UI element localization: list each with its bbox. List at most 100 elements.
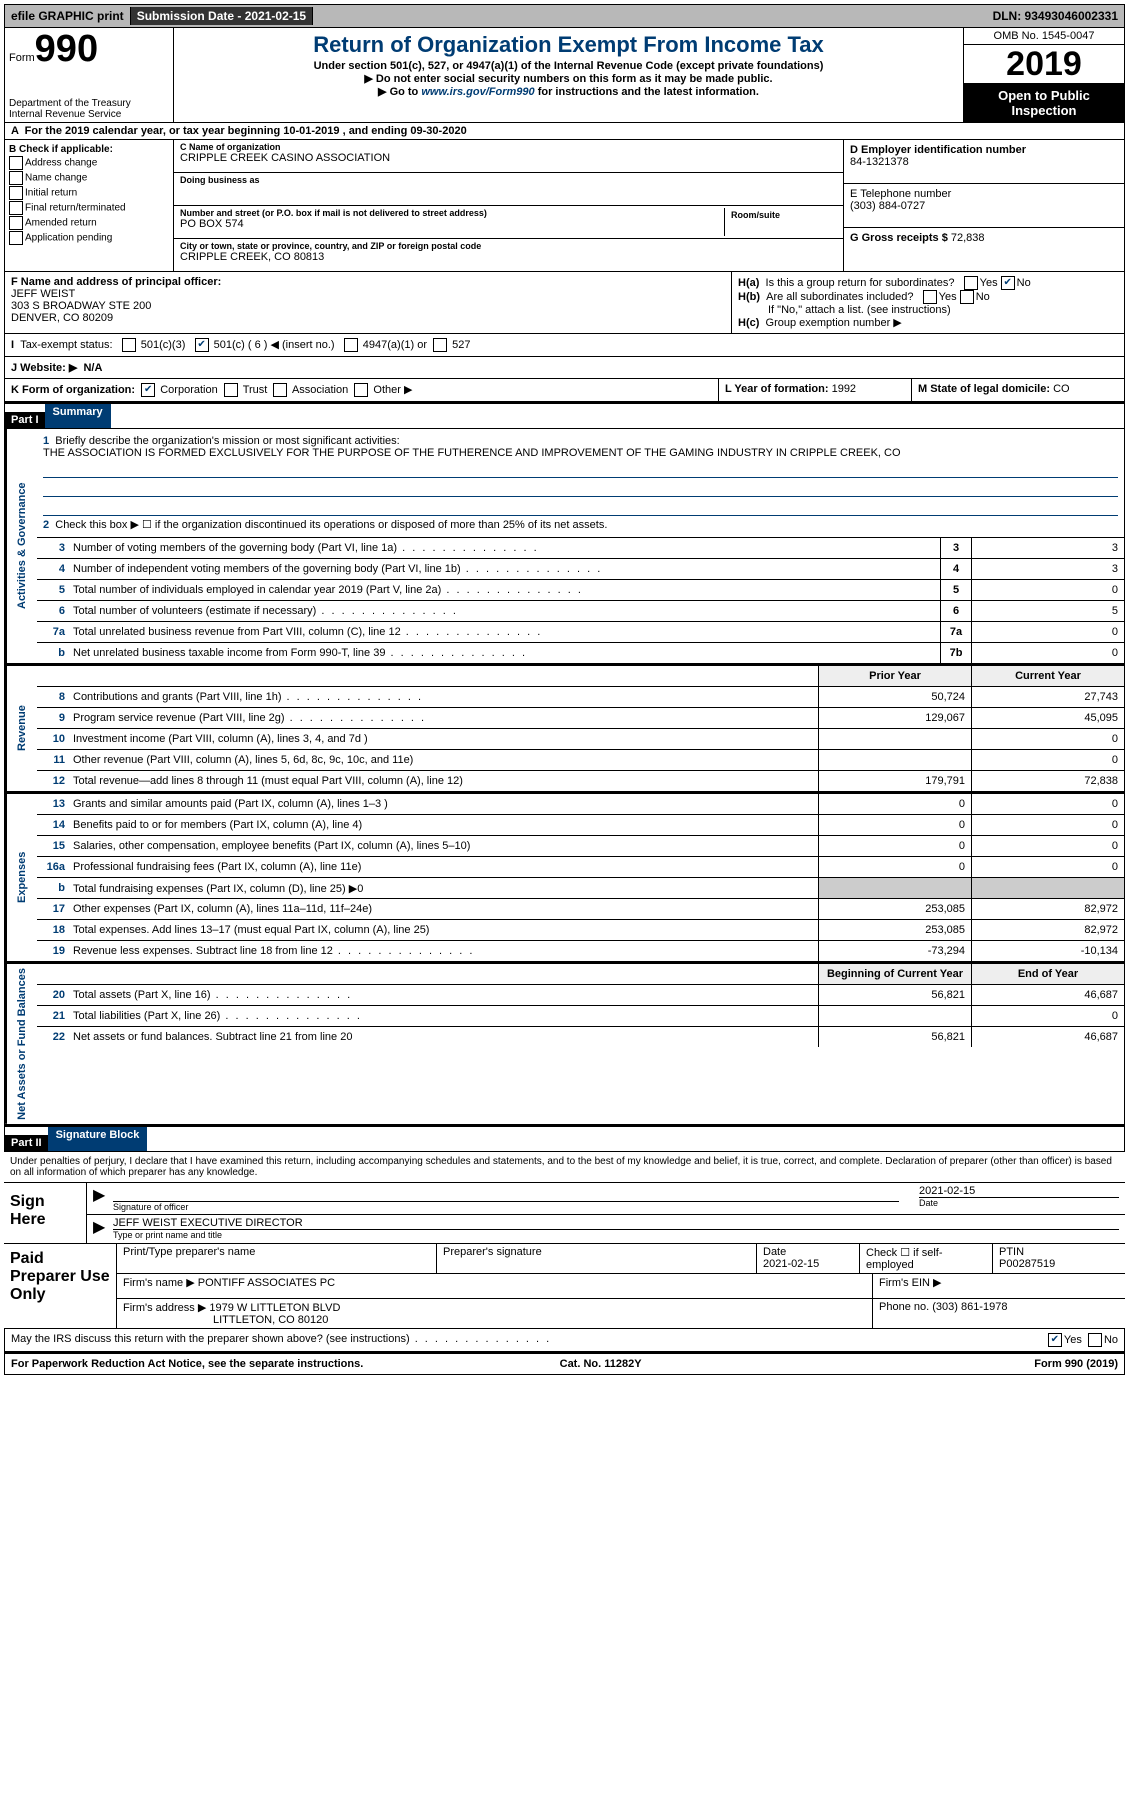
cb-app-pending[interactable]: Application pending (9, 231, 169, 245)
cb-discuss-yes[interactable] (1048, 1333, 1062, 1347)
vtab-revenue: Revenue (5, 666, 37, 791)
row-15: 15Salaries, other compensation, employee… (37, 836, 1124, 857)
row-4: 4Number of independent voting members of… (37, 559, 1124, 580)
phone: (303) 884-0727 (850, 200, 1118, 212)
omb: OMB No. 1545-0047 (964, 28, 1124, 45)
expenses-section: Expenses 13Grants and similar amounts pa… (4, 792, 1125, 962)
firm-addr2: LITTLETON, CO 80120 (123, 1314, 328, 1326)
ptin: P00287519 (999, 1258, 1119, 1270)
officer-name-title: JEFF WEIST EXECUTIVE DIRECTOR (113, 1217, 1119, 1230)
cb-discuss-no[interactable] (1088, 1333, 1102, 1347)
section-klm: K Form of organization: Corporation Trus… (4, 379, 1125, 402)
website: N/A (83, 362, 102, 374)
org-name: CRIPPLE CREEK CASINO ASSOCIATION (180, 152, 837, 164)
vtab-expenses: Expenses (5, 794, 37, 961)
row-22: 22Net assets or fund balances. Subtract … (37, 1027, 1124, 1047)
row-11: 11Other revenue (Part VIII, column (A), … (37, 750, 1124, 771)
cb-hb-no[interactable] (960, 290, 974, 304)
website-line: J Website: ▶ N/A (4, 357, 1125, 379)
cat-no: Cat. No. 11282Y (560, 1358, 642, 1370)
year-formation: 1992 (832, 383, 856, 395)
tax-exempt-status: I Tax-exempt status: 501(c)(3) 501(c) ( … (4, 334, 1125, 357)
row-19: 19Revenue less expenses. Subtract line 1… (37, 941, 1124, 961)
form-version: Form 990 (2019) (1034, 1358, 1118, 1370)
sign-here-section: Sign Here ▶ Signature of officer 2021-02… (4, 1182, 1125, 1243)
cb-ha-no[interactable] (1001, 276, 1015, 290)
row-21: 21Total liabilities (Part X, line 26)0 (37, 1006, 1124, 1027)
form-number-cell: Form990 Department of the Treasury Inter… (5, 28, 174, 122)
col-b: B Check if applicable: Address change Na… (5, 140, 174, 271)
cb-hb-yes[interactable] (923, 290, 937, 304)
cb-address-change[interactable]: Address change (9, 156, 169, 170)
dln: DLN: 93493046002331 (987, 7, 1124, 25)
cb-final-return[interactable]: Final return/terminated (9, 201, 169, 215)
row-17: 17Other expenses (Part IX, column (A), l… (37, 899, 1124, 920)
row-5: 5Total number of individuals employed in… (37, 580, 1124, 601)
vtab-activities: Activities & Governance (5, 429, 37, 663)
part1-header: Part I Summary (4, 402, 1125, 429)
cb-name-change[interactable]: Name change (9, 171, 169, 185)
sig-date: 2021-02-15 (919, 1185, 1119, 1198)
tax-year: 2019 (964, 45, 1124, 84)
footer: For Paperwork Reduction Act Notice, see … (4, 1352, 1125, 1375)
efile-label[interactable]: efile GRAPHIC print (5, 7, 131, 25)
cb-initial-return[interactable]: Initial return (9, 186, 169, 200)
row-13: 13Grants and similar amounts paid (Part … (37, 794, 1124, 815)
activities-section: Activities & Governance 1 Briefly descri… (4, 429, 1125, 664)
row-a: A For the 2019 calendar year, or tax yea… (4, 123, 1125, 140)
row-9: 9Program service revenue (Part VIII, lin… (37, 708, 1124, 729)
officer-name: JEFF WEIST (11, 288, 725, 300)
submission-date: Submission Date - 2021-02-15 (131, 7, 313, 25)
open-to-public: Open to Public Inspection (964, 84, 1124, 122)
row-12: 12Total revenue—add lines 8 through 11 (… (37, 771, 1124, 791)
dept-label: Department of the Treasury Internal Reve… (9, 98, 169, 120)
state-domicile: CO (1053, 383, 1070, 395)
section-bcde: B Check if applicable: Address change Na… (4, 140, 1125, 272)
top-bar: efile GRAPHIC print Submission Date - 20… (4, 4, 1125, 28)
col-right: D Employer identification number 84-1321… (843, 140, 1124, 271)
netassets-section: Net Assets or Fund Balances Beginning of… (4, 962, 1125, 1125)
row-8: 8Contributions and grants (Part VIII, li… (37, 687, 1124, 708)
row-18: 18Total expenses. Add lines 13–17 (must … (37, 920, 1124, 941)
netassets-header: Beginning of Current YearEnd of Year (37, 964, 1124, 985)
prep-date: 2021-02-15 (763, 1258, 853, 1270)
revenue-header: Prior YearCurrent Year (37, 666, 1124, 687)
col-f: F Name and address of principal officer:… (5, 272, 732, 333)
city-state-zip: CRIPPLE CREEK, CO 80813 (180, 251, 837, 263)
paid-preparer-section: Paid Preparer Use Only Print/Type prepar… (4, 1243, 1125, 1328)
row-16b: bTotal fundraising expenses (Part IX, co… (37, 878, 1124, 899)
col-mid: C Name of organization CRIPPLE CREEK CAS… (174, 140, 843, 271)
form-title-cell: Return of Organization Exempt From Incom… (174, 28, 964, 122)
penalty-text: Under penalties of perjury, I declare th… (4, 1152, 1125, 1182)
row-3: 3Number of voting members of the governi… (37, 538, 1124, 559)
form-header: Form990 Department of the Treasury Inter… (4, 28, 1125, 123)
ein: 84-1321378 (850, 156, 1118, 168)
row-7a: 7aTotal unrelated business revenue from … (37, 622, 1124, 643)
cb-amended[interactable]: Amended return (9, 216, 169, 230)
row-20: 20Total assets (Part X, line 16)56,82146… (37, 985, 1124, 1006)
paid-preparer-label: Paid Preparer Use Only (4, 1244, 117, 1328)
arrow-icon: ▶ (93, 1185, 113, 1212)
form-title: Return of Organization Exempt From Incom… (178, 32, 959, 58)
row-16a: 16aProfessional fundraising fees (Part I… (37, 857, 1124, 878)
section-fh: F Name and address of principal officer:… (4, 272, 1125, 334)
row-14: 14Benefits paid to or for members (Part … (37, 815, 1124, 836)
revenue-section: Revenue Prior YearCurrent Year 8Contribu… (4, 664, 1125, 792)
firm-addr1: 1979 W LITTLETON BLVD (209, 1302, 340, 1314)
row-10: 10Investment income (Part VIII, column (… (37, 729, 1124, 750)
arrow-icon: ▶ (93, 1217, 113, 1241)
mission-text: THE ASSOCIATION IS FORMED EXCLUSIVELY FO… (43, 447, 1118, 459)
firm-name: PONTIFF ASSOCIATES PC (198, 1277, 335, 1289)
header-right: OMB No. 1545-0047 2019 Open to Public In… (964, 28, 1124, 122)
street-address: PO BOX 574 (180, 218, 724, 230)
discuss-row: May the IRS discuss this return with the… (4, 1328, 1125, 1352)
sign-here-label: Sign Here (4, 1183, 87, 1243)
row-6: 6Total number of volunteers (estimate if… (37, 601, 1124, 622)
row-7b: bNet unrelated business taxable income f… (37, 643, 1124, 663)
cb-ha-yes[interactable] (964, 276, 978, 290)
vtab-netassets: Net Assets or Fund Balances (5, 964, 37, 1124)
prep-phone: (303) 861-1978 (932, 1301, 1007, 1313)
irs-link[interactable]: www.irs.gov/Form990 (421, 86, 534, 98)
part2-header: Part II Signature Block (4, 1125, 1125, 1152)
col-h: H(a) Is this a group return for subordin… (732, 272, 1124, 333)
